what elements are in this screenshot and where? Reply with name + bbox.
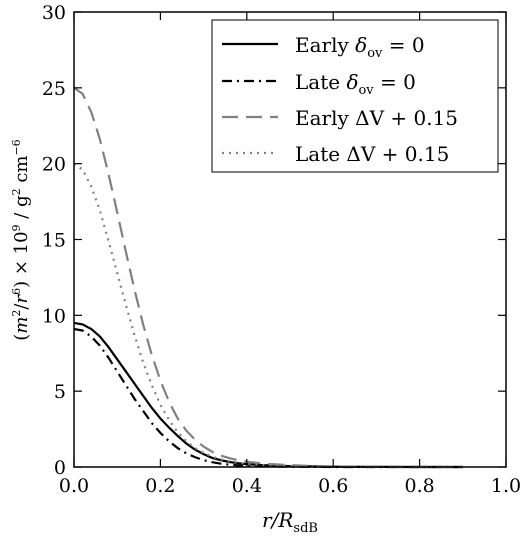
y-tick-label: 30 bbox=[42, 2, 66, 24]
y-tick-label: 10 bbox=[42, 305, 66, 327]
legend-box bbox=[211, 19, 499, 173]
y-axis-ticks: 0 5 10 15 20 25 30 bbox=[42, 2, 506, 479]
legend-label-late-dov: Late δov = 0 bbox=[295, 70, 416, 98]
legend: Early δov = 0 Late δov = 0 Early ΔV + 0.… bbox=[211, 19, 499, 173]
y-axis-label: (m2/r6) × 109 / g2 cm−6 bbox=[10, 139, 32, 340]
x-tick-label: 0.4 bbox=[232, 475, 262, 497]
legend-label-early-dov: Early δov = 0 bbox=[295, 33, 425, 61]
x-tick-label: 0.0 bbox=[59, 475, 89, 497]
y-tick-label: 20 bbox=[42, 154, 66, 176]
legend-label-late-dv: Late ΔV + 0.15 bbox=[295, 142, 449, 166]
series-line-2 bbox=[73, 86, 463, 469]
x-tick-label: 0.6 bbox=[318, 475, 348, 497]
y-tick-label: 0 bbox=[54, 457, 66, 479]
series-line-1 bbox=[73, 327, 463, 469]
x-tick-label: 1.0 bbox=[491, 475, 520, 497]
x-axis-ticks: 0.0 0.2 0.4 0.6 0.8 1.0 bbox=[59, 12, 520, 497]
x-tick-label: 0.8 bbox=[404, 475, 434, 497]
series-line-3 bbox=[73, 162, 463, 469]
y-tick-label: 5 bbox=[54, 381, 66, 403]
x-tick-label: 0.2 bbox=[145, 475, 175, 497]
legend-label-early-dv: Early ΔV + 0.15 bbox=[295, 106, 458, 130]
y-tick-label: 25 bbox=[42, 78, 66, 100]
x-axis-label: r/RsdB bbox=[262, 508, 318, 536]
y-tick-label: 15 bbox=[42, 230, 66, 252]
